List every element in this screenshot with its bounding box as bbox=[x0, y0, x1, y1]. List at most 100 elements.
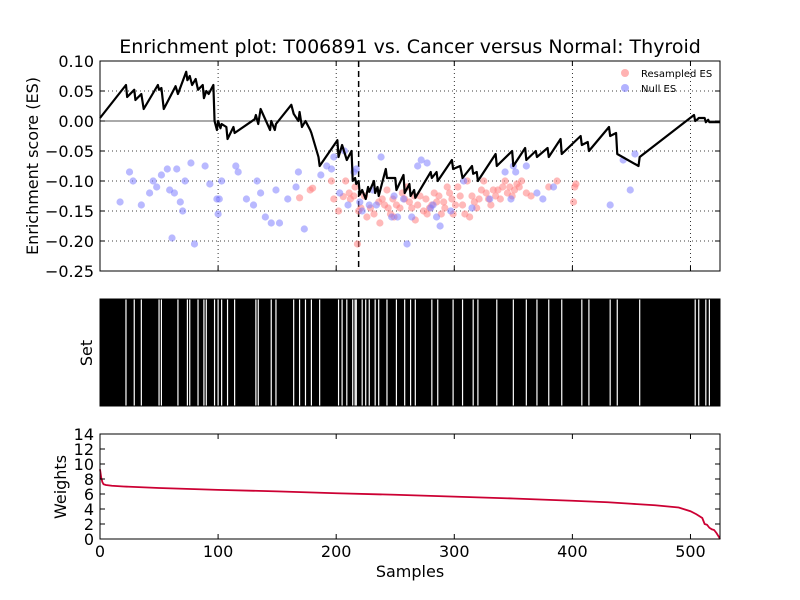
null-es-point bbox=[201, 162, 209, 170]
null-es-point bbox=[626, 186, 634, 194]
resampled-es-point bbox=[496, 195, 504, 203]
resampled-es-point bbox=[422, 195, 430, 203]
set-barcode-gaps bbox=[125, 299, 710, 406]
null-es-point bbox=[549, 183, 558, 191]
enrichment-frame bbox=[99, 60, 721, 272]
resampled-es-point bbox=[501, 177, 509, 185]
null-es-point bbox=[187, 159, 195, 167]
x-tick-label: 100 bbox=[203, 542, 234, 561]
y-tick-label: 8 bbox=[84, 470, 94, 489]
null-es-point bbox=[176, 198, 184, 206]
null-es-point bbox=[218, 177, 226, 185]
resampled-es-point bbox=[351, 183, 359, 191]
resampled-es-point bbox=[475, 195, 483, 203]
null-es-point bbox=[242, 195, 251, 203]
resampled-es-point bbox=[408, 204, 416, 212]
null-es-point bbox=[330, 153, 338, 161]
null-es-point bbox=[414, 162, 422, 170]
y-tick-label: 0.00 bbox=[58, 112, 94, 131]
null-es-point bbox=[356, 198, 364, 206]
weights-y-label: Weights bbox=[51, 455, 70, 519]
null-es-point bbox=[417, 156, 425, 164]
weights-x-label: Samples bbox=[376, 562, 444, 581]
x-tick-label: 300 bbox=[439, 542, 470, 561]
null-es-point bbox=[460, 177, 468, 185]
enrichment-ticks: −0.25 −0.20 −0.15 −0.10 −0.05 0.00 0.05 0.10 bbox=[45, 52, 720, 281]
null-es-point bbox=[408, 213, 416, 221]
null-es-point bbox=[300, 225, 308, 233]
null-es-point bbox=[146, 189, 154, 197]
null-es-point bbox=[129, 177, 137, 185]
null-es-point bbox=[344, 201, 352, 209]
resampled-es-point bbox=[448, 195, 456, 203]
resampled-es-point bbox=[414, 201, 422, 209]
null-es-point bbox=[317, 171, 325, 179]
resampled-es-point bbox=[353, 240, 362, 248]
null-es-point bbox=[153, 183, 161, 191]
enrichment-y-label: Enrichment score (ES) bbox=[23, 77, 42, 255]
null-es-point bbox=[157, 171, 166, 179]
null-es-point bbox=[432, 213, 441, 221]
y-tick-label: 14 bbox=[74, 425, 94, 444]
resampled-es-point bbox=[350, 192, 358, 200]
resampled-es-point bbox=[569, 198, 578, 206]
y-tick-label: 6 bbox=[84, 485, 94, 504]
null-es-point bbox=[631, 150, 639, 158]
null-es-point bbox=[388, 213, 396, 221]
x-tick-label: 200 bbox=[321, 542, 352, 561]
y-tick-label: −0.15 bbox=[45, 202, 94, 221]
resampled-es-point bbox=[363, 213, 371, 221]
null-es-point bbox=[522, 162, 530, 170]
null-es-points bbox=[116, 147, 639, 248]
null-es-point bbox=[377, 153, 385, 161]
null-es-point bbox=[215, 195, 223, 203]
null-es-point bbox=[423, 159, 431, 167]
null-es-point bbox=[163, 165, 171, 173]
null-es-point bbox=[539, 195, 547, 203]
null-es-point bbox=[234, 168, 242, 176]
null-es-point bbox=[390, 192, 398, 200]
null-es-point bbox=[403, 240, 411, 248]
null-es-point bbox=[399, 195, 408, 203]
resampled-es-point bbox=[376, 219, 384, 227]
null-es-point bbox=[206, 180, 214, 188]
resampled-es-point bbox=[572, 180, 580, 188]
resampled-es-point bbox=[396, 204, 404, 212]
null-es-point bbox=[214, 210, 222, 218]
null-es-point bbox=[507, 195, 515, 203]
set-frame bbox=[99, 298, 721, 407]
null-es-point bbox=[272, 186, 280, 194]
es-curve bbox=[99, 70, 720, 201]
null-es-point bbox=[292, 183, 300, 191]
null-es-point bbox=[284, 195, 292, 203]
null-es-point bbox=[261, 213, 269, 221]
null-es-point bbox=[275, 219, 284, 227]
y-tick-label: −0.05 bbox=[45, 142, 94, 161]
y-tick-label: 4 bbox=[84, 500, 94, 519]
legend-label-resampled: Resampled ES bbox=[641, 69, 712, 80]
x-tick-label: 0 bbox=[95, 542, 105, 561]
null-es-point bbox=[512, 168, 520, 176]
null-es-point bbox=[394, 213, 402, 221]
resampled-es-point bbox=[451, 201, 460, 209]
resampled-es-point bbox=[443, 183, 451, 191]
resampled-es-point bbox=[468, 192, 476, 200]
resampled-es-point bbox=[515, 183, 523, 191]
resampled-es-point bbox=[527, 192, 535, 200]
resampled-es-point bbox=[435, 192, 443, 200]
null-es-point bbox=[372, 201, 380, 209]
resampled-es-point bbox=[454, 183, 462, 191]
weights-curve bbox=[99, 469, 721, 540]
null-es-point bbox=[125, 168, 134, 176]
null-es-point bbox=[365, 201, 373, 209]
resampled-es-point bbox=[487, 201, 495, 209]
resampled-es-point bbox=[405, 198, 414, 206]
resampled-es-point bbox=[383, 186, 391, 194]
null-es-point bbox=[501, 168, 509, 176]
resampled-es-point bbox=[499, 183, 507, 191]
weights-plot-area bbox=[100, 434, 720, 539]
resampled-es-point bbox=[327, 177, 336, 185]
resampled-es-point bbox=[330, 195, 338, 203]
